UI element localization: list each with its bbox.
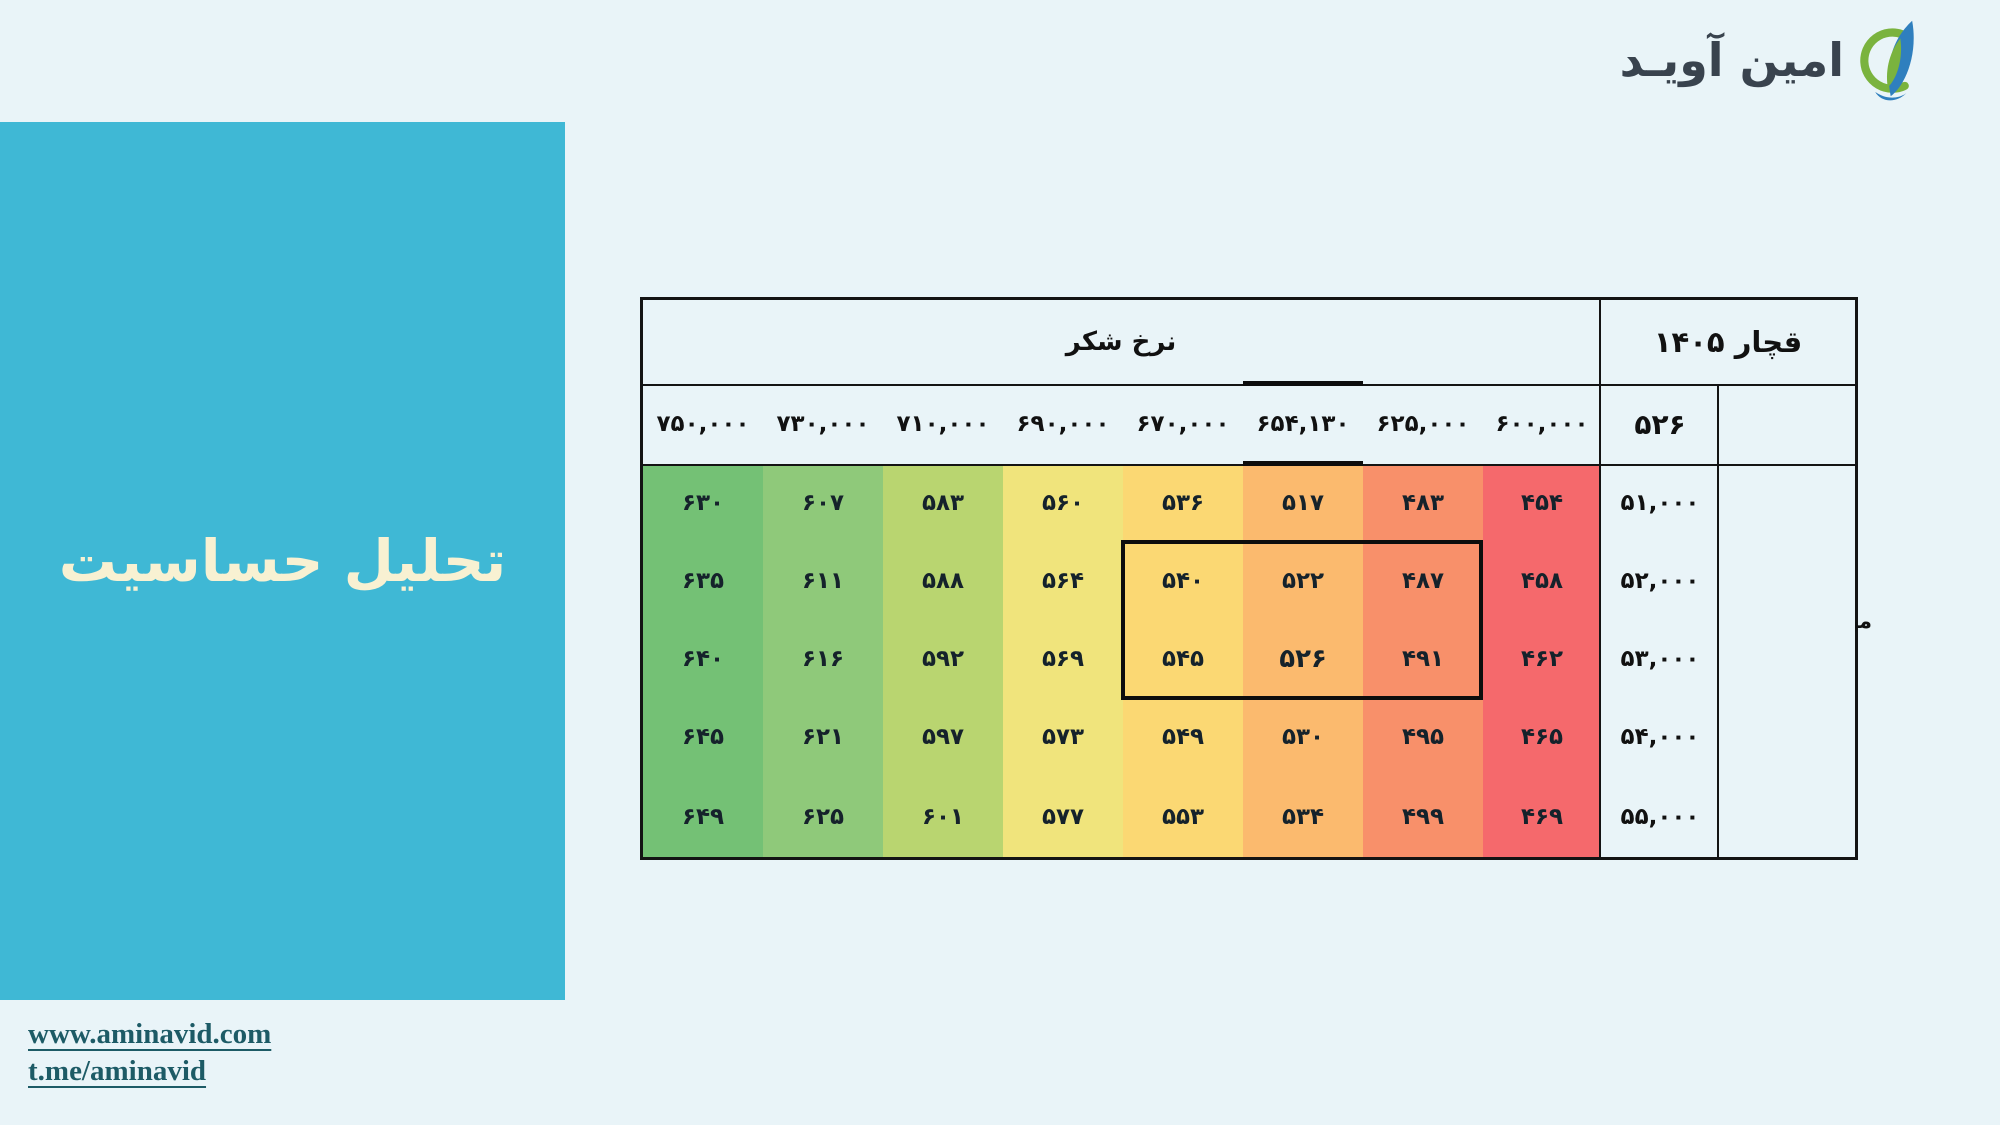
heatmap-cell: ۴۶۹ [1483,776,1601,857]
heatmap-cell: ۵۹۲ [883,620,1003,698]
heatmap-cell: ۴۸۷ [1363,542,1483,620]
heatmap-cell: ۵۱۷ [1243,464,1363,542]
slide-title: تحلیل حساسیت [58,527,507,595]
heatmap-cell: ۴۵۴ [1483,464,1601,542]
heatmap-cell: ۵۳۶ [1123,464,1243,542]
footer-links: www.aminavid.com t.me/aminavid [28,1018,271,1088]
heatmap-cell: ۶۱۶ [763,620,883,698]
heatmap-cell: ۵۲۲ [1243,542,1363,620]
rate-col-header: ۶۷۰,۰۰۰ [1136,411,1230,437]
heatmap-cell: ۵۷۷ [1003,776,1123,857]
heatmap-cell: ۶۱۱ [763,542,883,620]
row-spacer [1719,542,1855,620]
production-row-label: ۵۴,۰۰۰ [1601,698,1719,776]
row-spacer [1719,464,1855,542]
sensitivity-table: نرخ شکر قچار ۱۴۰۵ ۵۲۶ میزان تولید شکر ۷۵… [640,297,1872,860]
rate-axis-header: نرخ شکر [1065,327,1177,357]
production-row-label: ۵۳,۰۰۰ [1601,620,1719,698]
heatmap-cell: ۵۸۳ [883,464,1003,542]
table-row: ۶۳۵ ۶۱۱ ۵۸۸ ۵۶۴ ۵۴۰ ۵۲۲ ۴۸۷ ۴۵۸ ۵۲,۰۰۰ [643,542,1855,620]
table-rule [1601,464,1719,466]
heatmap-cell: ۵۸۸ [883,542,1003,620]
heatmap-cell: ۶۰۱ [883,776,1003,857]
brand-logo: امین آویـد [1620,14,1924,106]
heatmap-cell: ۵۴۹ [1123,698,1243,776]
rate-col-header: ۶۲۵,۰۰۰ [1376,411,1470,437]
rate-col-header: ۷۵۰,۰۰۰ [656,411,750,437]
table-row: ۶۴۹ ۶۲۵ ۶۰۱ ۵۷۷ ۵۵۳ ۵۳۴ ۴۹۹ ۴۶۹ ۵۵,۰۰۰ [643,776,1855,857]
telegram-link[interactable]: t.me/aminavid [28,1055,207,1087]
heatmap-cell: ۴۹۹ [1363,776,1483,857]
base-output-cell: ۵۲۶ [1634,407,1686,441]
production-row-label: ۵۱,۰۰۰ [1601,464,1719,542]
rate-col-header: ۶۰۰,۰۰۰ [1495,411,1589,437]
heatmap-cell: ۶۲۱ [763,698,883,776]
row-spacer [1719,776,1855,857]
heatmap-cell: ۴۸۳ [1363,464,1483,542]
row-spacer [1719,620,1855,698]
table-rule [1599,300,1601,857]
heatmap-cell: ۵۴۵ [1123,620,1243,698]
row-spacer [1719,698,1855,776]
table-row: ۶۳۰ ۶۰۷ ۵۸۳ ۵۶۰ ۵۳۶ ۵۱۷ ۴۸۳ ۴۵۴ ۵۱,۰۰۰ [643,464,1855,542]
current-rate-marker-bottom [1243,461,1363,466]
heatmap-cell: ۴۶۲ [1483,620,1601,698]
heatmap-cell: ۵۹۷ [883,698,1003,776]
heatmap-cell: ۵۴۰ [1123,542,1243,620]
heatmap-body: ۶۳۰ ۶۰۷ ۵۸۳ ۵۶۰ ۵۳۶ ۵۱۷ ۴۸۳ ۴۵۴ ۵۱,۰۰۰ ۶… [643,464,1855,857]
heatmap-cell: ۵۶۴ [1003,542,1123,620]
heatmap-cell: ۵۳۴ [1243,776,1363,857]
table-row: ۶۴۵ ۶۲۱ ۵۹۷ ۵۷۳ ۵۴۹ ۵۳۰ ۴۹۵ ۴۶۵ ۵۴,۰۰۰ [643,698,1855,776]
production-row-label: ۵۵,۰۰۰ [1601,776,1719,857]
heatmap-cell: ۴۵۸ [1483,542,1601,620]
brand-name: امین آویـد [1619,33,1844,87]
heatmap-cell-base-case: ۵۲۶ [1243,620,1363,698]
table-rule [1717,384,1719,857]
rate-col-header: ۶۵۴,۱۳۰ [1256,411,1350,437]
rate-column-headers: ۷۵۰,۰۰۰ ۷۳۰,۰۰۰ ۷۱۰,۰۰۰ ۶۹۰,۰۰۰ ۶۷۰,۰۰۰ … [643,384,1601,464]
table-row: ۶۴۰ ۶۱۶ ۵۹۲ ۵۶۹ ۵۴۵ ۵۲۶ ۴۹۱ ۴۶۲ ۵۳,۰۰۰ [643,620,1855,698]
heatmap-cell: ۶۳۰ [643,464,763,542]
heatmap-cell: ۶۳۵ [643,542,763,620]
heatmap-cell: ۴۹۱ [1363,620,1483,698]
current-rate-marker-top [1243,381,1363,386]
heatmap-cell: ۵۵۳ [1123,776,1243,857]
scenario-header: قچار ۱۴۰۵ [1653,325,1803,359]
website-link[interactable]: www.aminavid.com [28,1018,272,1050]
heatmap-cell: ۵۷۳ [1003,698,1123,776]
heatmap-cell: ۵۶۹ [1003,620,1123,698]
rate-col-header: ۶۹۰,۰۰۰ [1016,411,1110,437]
heatmap-cell: ۶۴۰ [643,620,763,698]
heatmap-cell: ۵۳۰ [1243,698,1363,776]
production-row-label: ۵۲,۰۰۰ [1601,542,1719,620]
heatmap-cell: ۴۹۵ [1363,698,1483,776]
heatmap-cell: ۶۴۵ [643,698,763,776]
heatmap-cell: ۶۴۹ [643,776,763,857]
heatmap-cell: ۶۲۵ [763,776,883,857]
heatmap-cell: ۴۶۵ [1483,698,1601,776]
heatmap-cell: ۵۶۰ [1003,464,1123,542]
rate-col-header: ۷۳۰,۰۰۰ [776,411,870,437]
title-panel: تحلیل حساسیت [0,122,565,1000]
heatmap-cell: ۶۰۷ [763,464,883,542]
brand-logo-icon [1850,14,1924,106]
rate-col-header: ۷۱۰,۰۰۰ [896,411,990,437]
